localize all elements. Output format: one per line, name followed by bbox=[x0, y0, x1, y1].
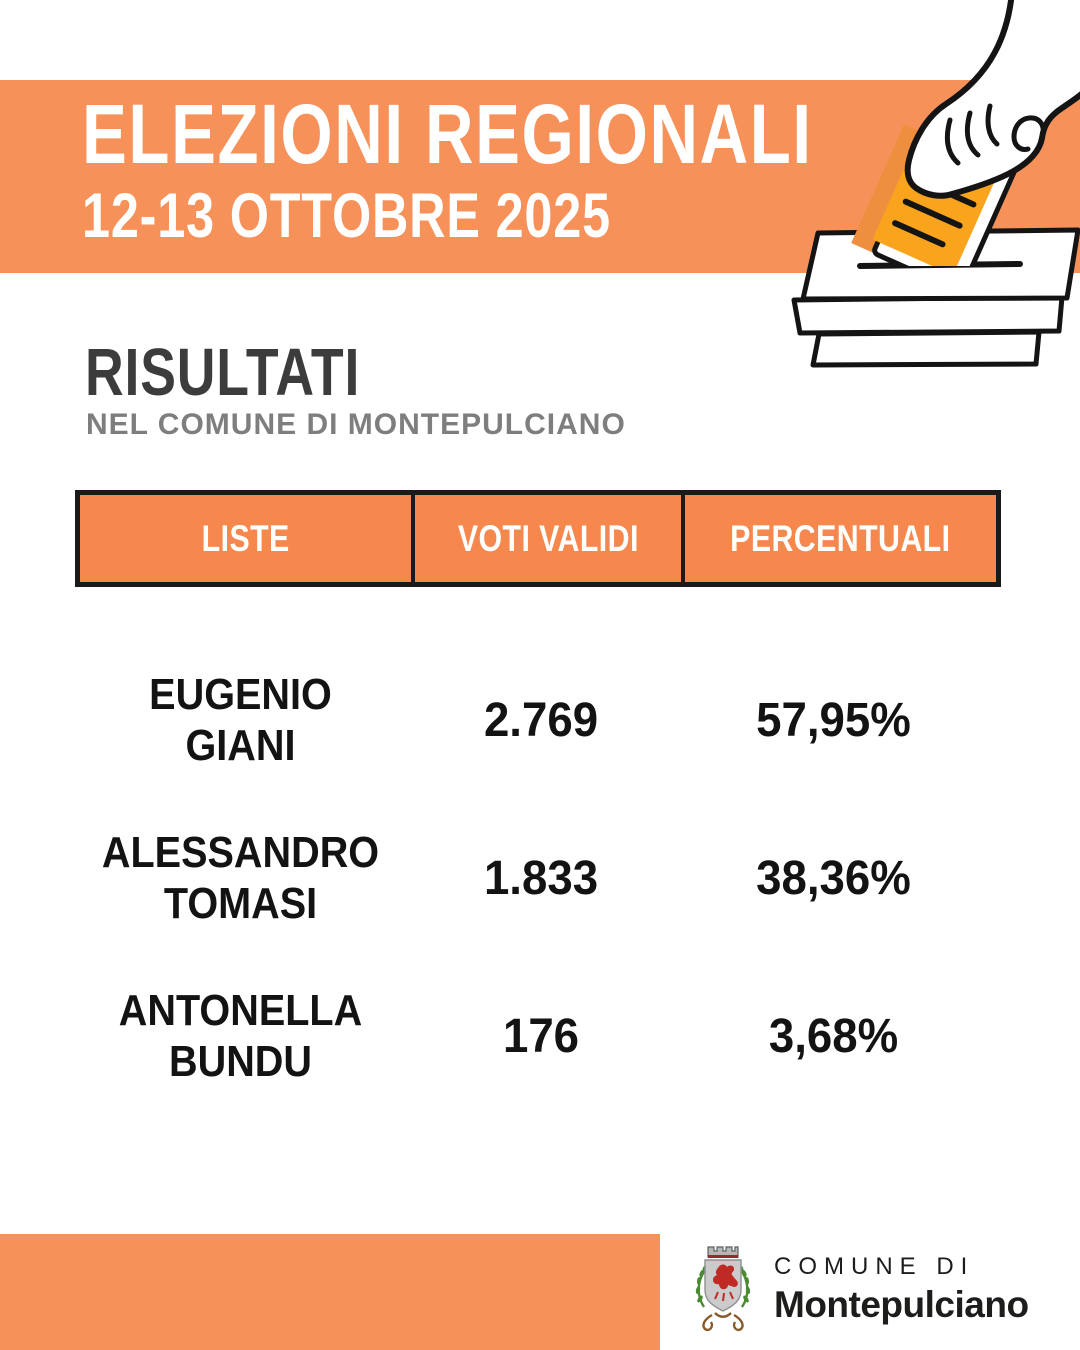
table-row-tomasi: ALESSANDRO TOMASI 1.833 38,36% bbox=[75, 803, 1001, 953]
footer-accent-bar bbox=[0, 1234, 660, 1350]
montepulciano-coat-of-arms-icon bbox=[695, 1246, 751, 1332]
votes-value: 1.833 bbox=[483, 851, 599, 905]
montepulciano-label: Montepulciano bbox=[774, 1283, 1029, 1325]
header-text-block: ELEZIONI REGIONALI 12-13 OTTOBRE 2025 bbox=[82, 92, 995, 248]
percentage-value: 38,36% bbox=[756, 851, 911, 905]
percentage-value: 3,68% bbox=[768, 1009, 899, 1063]
ballot-box-illustration-icon bbox=[791, 0, 1080, 368]
candidate-name: EUGENIO GIANI bbox=[149, 669, 332, 770]
results-heading: RISULTATI bbox=[85, 335, 361, 410]
candidate-name: ALESSANDRO TOMASI bbox=[101, 827, 380, 928]
comune-logo: COMUNE DI Montepulciano bbox=[688, 1242, 1029, 1336]
votes-value: 2.769 bbox=[483, 693, 599, 747]
page-title: ELEZIONI REGIONALI bbox=[82, 87, 813, 181]
comune-text-block: COMUNE DI Montepulciano bbox=[774, 1253, 1029, 1326]
comune-di-label: COMUNE DI bbox=[774, 1252, 975, 1280]
results-subheading: NEL COMUNE DI MONTEPULCIANO bbox=[86, 408, 626, 441]
column-header-voti-validi: VOTI VALIDI bbox=[411, 495, 681, 582]
candidate-name: ANTONELLA BUNDU bbox=[118, 985, 363, 1086]
table-row-giani: EUGENIO GIANI 2.769 57,95% bbox=[75, 645, 1001, 795]
column-header-liste: LISTE bbox=[201, 517, 290, 559]
results-table-header: LISTE VOTI VALIDI PERCENTUALI bbox=[75, 490, 1001, 587]
percentage-value: 57,95% bbox=[756, 693, 911, 747]
votes-value: 176 bbox=[502, 1009, 580, 1063]
page-subtitle: 12-13 OTTOBRE 2025 bbox=[82, 181, 611, 251]
hand-icon bbox=[904, 0, 1080, 199]
column-header-percentuali: PERCENTUALI bbox=[681, 495, 996, 582]
table-row-bundu: ANTONELLA BUNDU 176 3,68% bbox=[75, 961, 1001, 1111]
